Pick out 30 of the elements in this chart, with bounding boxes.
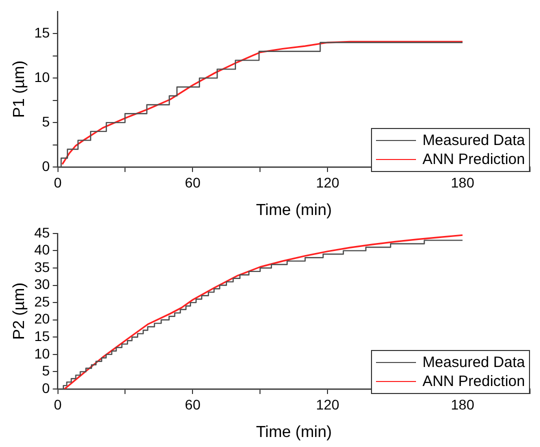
- x-axis-title: Time (min): [256, 424, 332, 441]
- x-tick-label: 0: [54, 174, 62, 190]
- x-tick-label: 0: [54, 396, 62, 412]
- y-tick-label: 10: [34, 68, 50, 85]
- y-tick-label: 20: [34, 310, 50, 327]
- x-tick-label: 120: [316, 396, 340, 412]
- x-tick-label: 60: [184, 396, 201, 412]
- legend-label: Measured Data: [422, 131, 525, 150]
- y-tick-label: 5: [42, 113, 50, 130]
- y-axis-title: P2 (µm): [11, 282, 28, 340]
- y-tick-label: 25: [34, 293, 50, 310]
- x-tick-label: 180: [450, 396, 474, 412]
- y-tick-label: 0: [42, 380, 50, 396]
- x-tick-label: 180: [450, 174, 474, 190]
- legend-label: ANN Prediction: [422, 150, 525, 169]
- y-tick-label: 10: [34, 345, 50, 362]
- y-tick-label: 15: [34, 24, 50, 40]
- y-tick-label: 0: [42, 158, 50, 174]
- y-tick-label: 40: [34, 242, 50, 258]
- legend-label: Measured Data: [422, 353, 525, 372]
- y-tick-label: 35: [34, 258, 50, 275]
- x-axis-title: Time (min): [256, 202, 332, 219]
- y-axis-title: P1 (µm): [11, 60, 28, 118]
- y-tick-label: 15: [34, 328, 50, 344]
- legend-label: ANN Prediction: [422, 372, 525, 391]
- y-tick-label: 45: [34, 224, 50, 240]
- x-tick-label: 60: [184, 174, 201, 190]
- y-tick-label: 30: [34, 276, 50, 292]
- y-tick-label: 5: [42, 362, 50, 379]
- x-tick-label: 120: [316, 174, 340, 190]
